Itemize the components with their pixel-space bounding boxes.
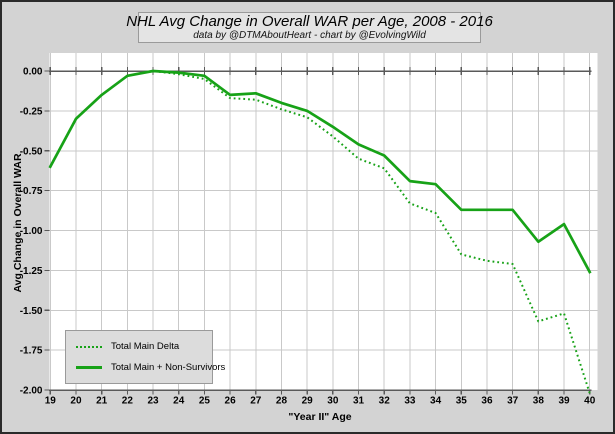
x-tick-label: 20 (70, 396, 82, 407)
y-tick-label: -0.50 (20, 146, 43, 157)
y-tick-label: -0.25 (20, 106, 43, 117)
y-tick-label: -1.25 (20, 266, 43, 277)
x-tick-label: 31 (353, 396, 365, 407)
x-tick-label: 22 (122, 396, 134, 407)
y-tick-label: -2.00 (20, 386, 43, 397)
y-tick-label: -0.75 (20, 186, 43, 197)
legend-entry-total-main-non-survivors: Total Main + Non-Survivors (76, 362, 225, 373)
y-tick-label: -1.50 (20, 306, 43, 317)
x-tick-label: 24 (173, 396, 185, 407)
chart-subtitle: data by @DTMAboutHeart - chart by @Evolv… (193, 30, 426, 41)
legend: Total Main Delta Total Main + Non-Surviv… (65, 330, 225, 384)
title-box: NHL Avg Change in Overall WAR per Age, 2… (126, 12, 493, 43)
y-tick-label: 0.00 (23, 67, 43, 78)
dotted-line-sample-icon (76, 345, 102, 348)
x-tick-label: 37 (507, 396, 519, 407)
x-tick-label: 38 (533, 396, 545, 407)
y-tick-label: -1.00 (20, 226, 43, 237)
x-axis-title: "Year II" Age (288, 411, 352, 423)
chart-title: NHL Avg Change in Overall WAR per Age, 2… (126, 13, 493, 30)
x-tick-label: 35 (456, 396, 468, 407)
x-tick-label: 28 (276, 396, 288, 407)
series-line-total-main-non-survivors (48, 69, 592, 274)
y-tick-label: -1.75 (20, 346, 43, 357)
x-tick-label: 34 (430, 396, 442, 407)
y-axis-title: Avg Change in Overall WAR (12, 153, 24, 293)
x-tick-label: 26 (225, 396, 237, 407)
x-tick-label: 29 (302, 396, 314, 407)
x-tick-label: 27 (250, 396, 262, 407)
x-tick-label: 21 (96, 396, 108, 407)
legend-label: Total Main Delta (111, 341, 180, 352)
x-tick-label: 32 (379, 396, 391, 407)
x-tick-label: 40 (584, 396, 596, 407)
x-tick-label: 25 (199, 396, 211, 407)
x-tick-label: 30 (327, 396, 339, 407)
x-tick-label: 19 (45, 396, 57, 407)
x-tick-label: 33 (404, 396, 416, 407)
x-tick-label: 36 (481, 396, 493, 407)
legend-label: Total Main + Non-Survivors (111, 362, 226, 373)
x-tick-label: 39 (558, 396, 570, 407)
x-tick-label: 23 (147, 396, 159, 407)
solid-line-sample-icon (76, 366, 102, 369)
legend-entry-total-main-delta: Total Main Delta (76, 341, 212, 352)
